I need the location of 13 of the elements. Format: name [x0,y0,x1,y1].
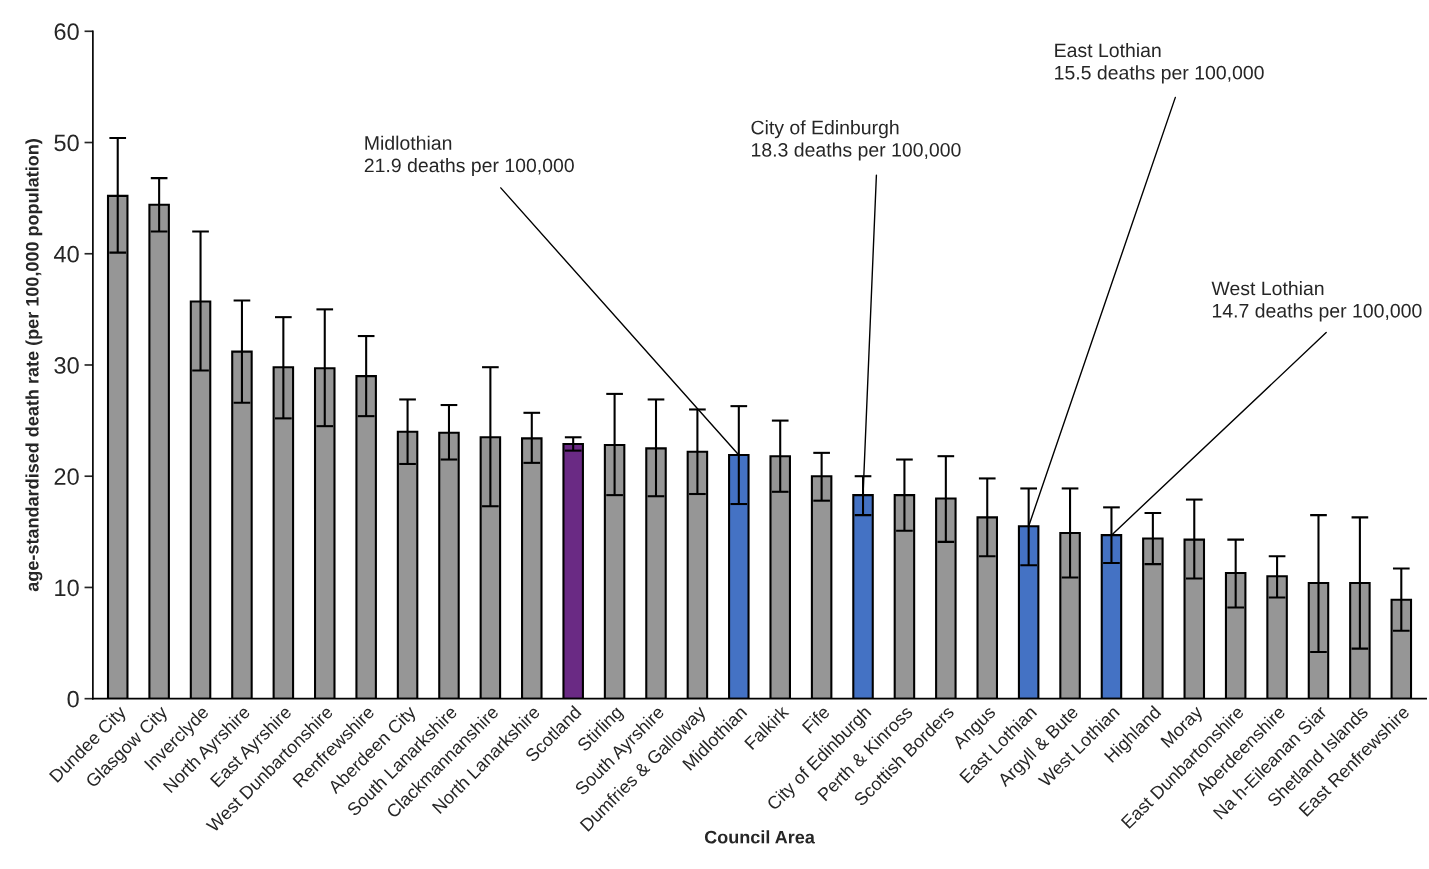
annotation: West Lothian 14.7 deaths per 100,000 [1211,281,1422,322]
y-axis-title: age-standardised death rate (per 100,000 population) [25,139,43,592]
y-tick-label: 10 [55,579,79,597]
annotation: East Lothian 15.5 deaths per 100,000 [1055,42,1264,84]
x-axis-title: Council Area [704,830,815,844]
y-tick-label: 50 [54,134,79,152]
annotation: Midlothian 21.9 deaths per 100,000 [364,135,574,177]
annotation: City of Edinburgh 18.3 deaths per 100,000 [751,120,961,161]
y-tick-label: 60 [54,23,79,41]
y-tick-label: 0 [67,690,79,708]
y-tick-label: 20 [54,468,79,485]
y-tick-label: 40 [53,245,79,263]
y-tick-label: 30 [54,357,79,374]
